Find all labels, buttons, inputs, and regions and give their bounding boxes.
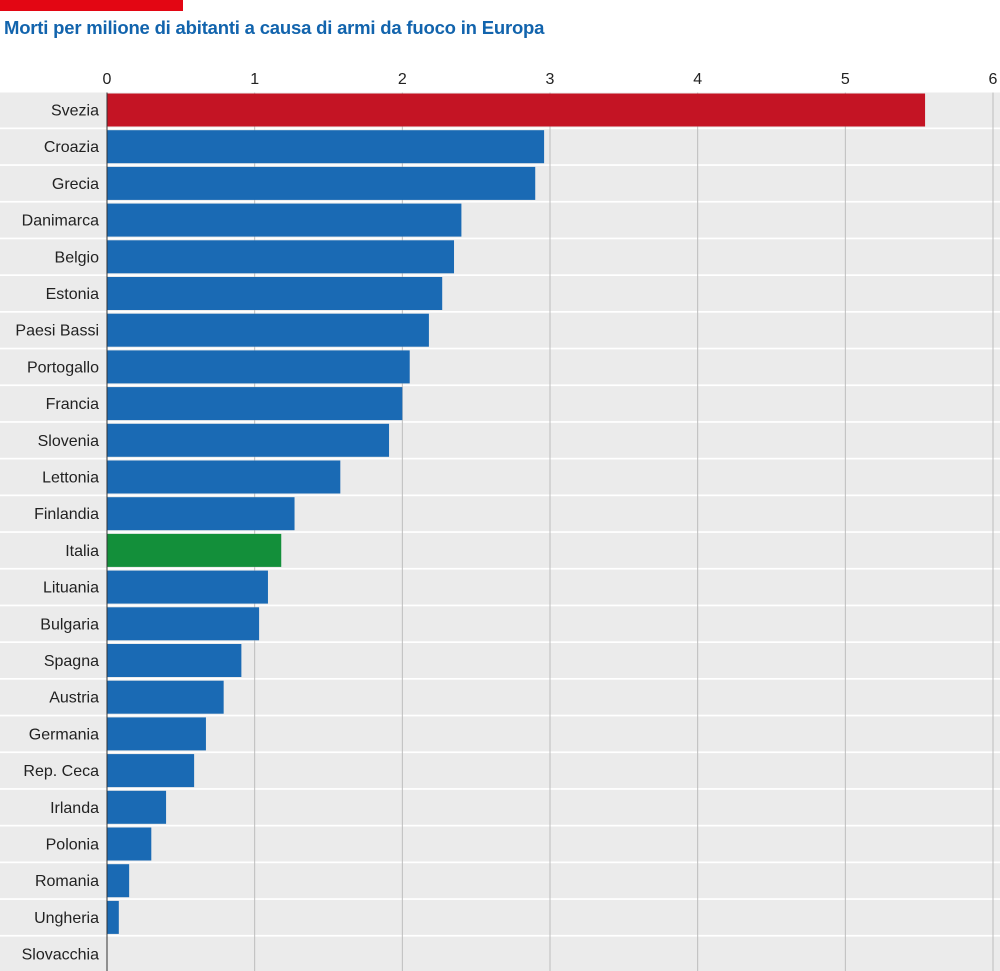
category-labels: Svezia Croazia Grecia Danimarca Belgio Estoni…: [15, 103, 99, 964]
bar-croazia: [107, 130, 545, 164]
bar-estonia: [107, 277, 443, 310]
bar-romania: [107, 864, 130, 898]
category-label: Rep. Ceca: [23, 763, 99, 780]
category-label: Spagna: [44, 653, 99, 670]
gridlines: [254, 92, 994, 971]
bar-rep-ceca: [107, 754, 195, 788]
bar-irlanda: [107, 790, 167, 824]
bars: [107, 93, 926, 934]
bar-austria: [107, 680, 224, 714]
x-tick-label: 6: [989, 71, 998, 88]
category-label: Romania: [35, 873, 99, 890]
category-label: Grecia: [52, 176, 99, 193]
bar-italia: [107, 533, 282, 567]
bar-belgio: [107, 240, 455, 274]
category-label: Ungheria: [34, 910, 99, 927]
category-label: Irlanda: [50, 800, 99, 817]
x-tick-label: 1: [250, 71, 259, 88]
bar-danimarca: [107, 203, 462, 237]
row-background: [0, 899, 1000, 935]
bar-slovenia: [107, 423, 390, 457]
bar-francia: [107, 387, 403, 421]
chart-title: Morti per milione di abitanti a causa di…: [4, 17, 545, 38]
x-tick-label: 3: [546, 71, 555, 88]
category-label: Bulgaria: [40, 616, 99, 633]
x-tick-label: 4: [693, 71, 702, 88]
category-label: Portogallo: [27, 359, 99, 376]
row-background: [0, 936, 1000, 971]
bar-lettonia: [107, 460, 341, 494]
category-label: Estonia: [46, 286, 99, 303]
x-tick-label: 2: [398, 71, 407, 88]
category-label: Lituania: [43, 580, 99, 597]
category-label: Francia: [46, 396, 99, 413]
bar-finlandia: [107, 497, 295, 531]
bar-portogallo: [107, 350, 410, 384]
category-label: Germania: [29, 726, 99, 743]
category-label: Svezia: [51, 103, 99, 120]
bar-svezia: [107, 93, 926, 127]
bar-paesi-bassi: [107, 313, 429, 347]
category-label: Austria: [49, 690, 99, 707]
bar-spagna: [107, 644, 242, 677]
row-background: [0, 789, 1000, 825]
category-label: Belgio: [55, 249, 100, 266]
bar-germania: [107, 717, 206, 751]
bar-polonia: [107, 827, 152, 861]
bar-lituania: [107, 570, 268, 604]
category-label: Slovacchia: [22, 947, 99, 964]
bar-ungheria: [107, 900, 119, 934]
category-label: Paesi Bassi: [15, 323, 99, 340]
row-background: [0, 826, 1000, 862]
category-label: Italia: [65, 543, 99, 560]
bar-bulgaria: [107, 607, 260, 641]
category-label: Polonia: [46, 837, 99, 854]
bar-grecia: [107, 166, 536, 200]
x-axis: 0 1 2 3 4 5 6: [103, 71, 998, 971]
category-label: Slovenia: [38, 433, 99, 450]
accent-bar: [0, 0, 183, 11]
x-tick-label: 5: [841, 71, 850, 88]
category-label: Finlandia: [34, 506, 99, 523]
category-label: Lettonia: [42, 470, 99, 487]
category-label: Danimarca: [22, 213, 99, 230]
category-label: Croazia: [44, 139, 99, 156]
x-tick-label: 0: [103, 71, 112, 88]
row-background: [0, 863, 1000, 899]
